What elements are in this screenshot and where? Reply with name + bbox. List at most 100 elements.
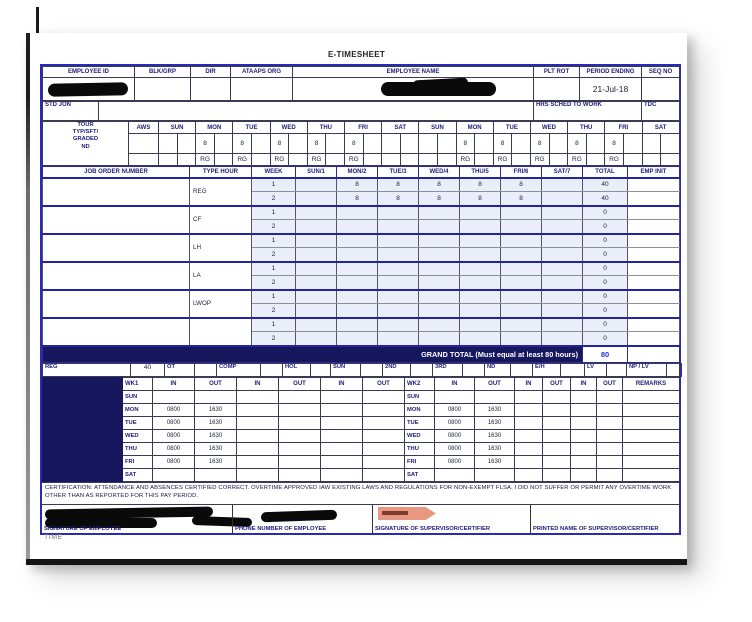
tour-code-cell <box>381 153 401 166</box>
wk1-time-cell <box>236 403 279 417</box>
wk1-time-cell: 0800 <box>152 403 195 417</box>
wk2-time-cell: 0800 <box>434 442 475 456</box>
day-hours-cell <box>336 303 378 318</box>
day-hours-cell: 8 <box>500 177 542 192</box>
emp-init-cell <box>627 275 680 290</box>
remarks-cell <box>622 455 680 469</box>
wk2-day-label: MON <box>404 403 435 417</box>
wk2-time-cell: 1630 <box>474 442 515 456</box>
wk2-day-label: TUE <box>404 416 435 430</box>
day-hours-cell <box>500 317 542 332</box>
day-hours-cell <box>459 331 501 346</box>
wk2-time-cell <box>514 455 543 469</box>
wk2-time-cell: 0800 <box>434 403 475 417</box>
tour-hours-cell: 8 <box>195 133 215 154</box>
total-cell: 0 <box>582 205 628 220</box>
std-jon-label: STD JON <box>42 101 99 121</box>
wk1-time-cell <box>236 390 279 404</box>
day-hours-cell <box>377 289 419 304</box>
summary-category-value <box>410 363 433 377</box>
day-hours-cell <box>541 331 583 346</box>
wk2-time-cell <box>514 416 543 430</box>
wk1-time-cell <box>362 403 405 417</box>
day-hours-cell <box>500 331 542 346</box>
wk2-time-cell: 0800 <box>434 429 475 443</box>
wk2-time-cell <box>542 442 571 456</box>
tour-code-cell <box>362 153 383 166</box>
supervisor-printed-name-cell: PRINTED NAME OF SUPERVISOR/CERTIFIER <box>530 504 679 533</box>
day-hours-cell <box>336 247 378 262</box>
tour-code-cell <box>176 153 197 166</box>
period-ending-header: PERIOD ENDING <box>579 66 642 78</box>
day-hours-cell <box>541 233 583 248</box>
wk2-time-cell: 1630 <box>474 403 515 417</box>
day-hours-cell <box>295 219 337 234</box>
emp-init-cell <box>627 247 680 262</box>
wk1-time-cell <box>236 455 279 469</box>
wk2-time-cell <box>570 468 597 482</box>
summary-category-label: 3RD <box>432 363 463 377</box>
summary-category-value <box>510 363 533 377</box>
out-header: OUT <box>596 377 623 391</box>
tour-day-header: SUN <box>157 121 197 134</box>
wk2-time-cell <box>542 403 571 417</box>
day-hours-cell <box>459 205 501 220</box>
day-hours-cell <box>377 247 419 262</box>
emp-init-cell <box>627 289 680 304</box>
day-hours-cell <box>295 233 337 248</box>
wk2-day-label: SAT <box>404 468 435 482</box>
day-hours-cell <box>295 247 337 262</box>
wk2-time-cell: 1630 <box>474 455 515 469</box>
job-order-number-cell <box>42 205 190 234</box>
tour-code-cell: RG <box>604 153 624 166</box>
emp-init-cell <box>627 261 680 276</box>
tour-hours-cell: 8 <box>232 133 252 154</box>
day-hours-cell <box>459 233 501 248</box>
tour-code-cell <box>436 153 457 166</box>
scan-artifact-tick <box>36 7 39 33</box>
day-hours-cell <box>295 289 337 304</box>
wk2-time-cell <box>596 416 623 430</box>
out-header: OUT <box>194 377 237 391</box>
emp-init-cell <box>627 317 680 332</box>
tour-hours-cell: 8 <box>269 133 290 154</box>
wk1-time-cell <box>362 416 405 430</box>
grid-header: TUE/3 <box>377 166 419 178</box>
grand-total-emp-cell <box>627 345 680 363</box>
day-hours-cell <box>418 303 460 318</box>
day-hours-cell <box>500 303 542 318</box>
day-hours-cell <box>377 219 419 234</box>
tour-label: TOUR TYP/SFT/GRADED ND <box>42 121 129 166</box>
summary-category-value <box>360 363 383 377</box>
tour-code-cell: RG <box>567 153 587 166</box>
day-hours-cell <box>377 331 419 346</box>
wk2-day-label: FRI <box>404 455 435 469</box>
wk2-time-cell <box>542 416 571 430</box>
wk1-header: WK1 <box>122 377 153 391</box>
plt-rot-header: PLT ROT <box>533 66 580 78</box>
day-hours-cell <box>295 177 337 192</box>
day-hours-cell <box>500 289 542 304</box>
summary-category-value <box>560 363 585 377</box>
wk1-time-cell <box>278 403 321 417</box>
tour-hours-cell: 8 <box>529 133 550 154</box>
in-header: IN <box>152 377 195 391</box>
type-hour-cell <box>189 317 252 346</box>
tour-code-cell: RG <box>529 153 550 166</box>
day-hours-cell <box>336 289 378 304</box>
tour-hours-cell <box>622 133 643 154</box>
summary-category-value: 40 <box>130 363 165 377</box>
day-hours-cell <box>418 233 460 248</box>
inout-table: WK1 IN OUT IN OUT IN OUT WK2 IN OUT IN OUT IN OUT REMA… <box>42 377 680 482</box>
period-ending-value: 21-Jul-18 <box>579 77 642 101</box>
wk1-time-cell <box>320 468 363 482</box>
day-hours-cell: 8 <box>377 177 419 192</box>
tour-day-header: MON <box>195 121 234 134</box>
day-hours-cell <box>500 275 542 290</box>
wk1-time-cell <box>278 455 321 469</box>
summary-category-label: 2ND <box>382 363 411 377</box>
wk1-day-label: FRI <box>122 455 153 469</box>
redaction-sticker <box>378 506 436 520</box>
week-cell: 2 <box>251 247 296 262</box>
employee-id-cell <box>42 77 135 101</box>
